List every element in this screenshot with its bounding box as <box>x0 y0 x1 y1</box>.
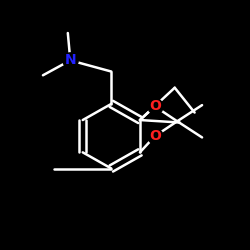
Text: N: N <box>64 53 76 67</box>
Text: O: O <box>149 129 161 143</box>
Text: O: O <box>149 99 161 113</box>
